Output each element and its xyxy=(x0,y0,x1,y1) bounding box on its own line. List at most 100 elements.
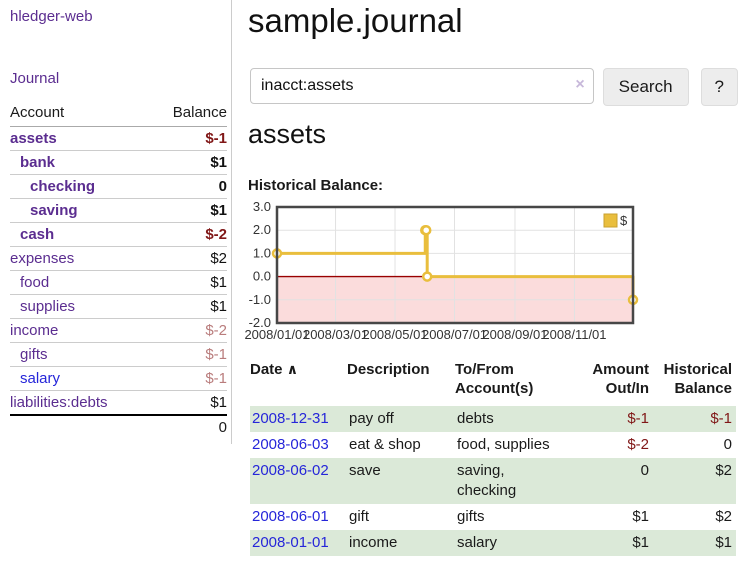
account-row: gifts $-1 xyxy=(10,342,227,367)
transaction-date-link[interactable]: 2008-06-01 xyxy=(252,508,329,525)
transaction-date-link[interactable]: 2008-12-31 xyxy=(252,410,329,427)
account-link[interactable]: expenses xyxy=(10,250,75,267)
register-balance-cell: $1 xyxy=(715,534,732,551)
legend-label: $ xyxy=(620,213,628,228)
search-input[interactable] xyxy=(250,68,594,104)
account-link[interactable]: income xyxy=(10,322,59,339)
y-tick-label: 3.0 xyxy=(253,200,271,214)
account-link[interactable]: checking xyxy=(30,178,96,195)
account-link[interactable]: supplies xyxy=(20,298,76,315)
account-section-title: assets xyxy=(248,119,327,149)
y-tick-label: -2.0 xyxy=(249,315,271,330)
account-balance: $1 xyxy=(149,390,227,416)
register-accounts-cell: food, supplies xyxy=(457,436,550,453)
account-balance: 0 xyxy=(149,174,227,199)
accounts-total-row: 0 xyxy=(10,414,227,439)
register-table: Date ∧ Description To/From Account(s) Am… xyxy=(250,358,736,556)
account-row: salary $-1 xyxy=(10,366,227,391)
accounts-header-balance: Balance xyxy=(149,100,227,127)
x-tick-label: 2008/09/01 xyxy=(482,327,547,342)
sidebar-item-journal[interactable]: Journal xyxy=(10,70,60,87)
register-balance-cell: 0 xyxy=(723,436,732,453)
register-header-amount: Amount Out/In xyxy=(592,361,649,397)
register-header-row: Date ∧ Description To/From Account(s) Am… xyxy=(250,358,736,406)
total-spacer xyxy=(10,414,150,439)
accounts-total-balance: 0 xyxy=(149,414,227,439)
account-row: liabilities:debts $1 xyxy=(10,390,227,416)
account-balance: $2 xyxy=(149,246,227,271)
register-row: 2008-06-01 gift gifts $1 $2 xyxy=(250,504,736,530)
clear-search-icon[interactable]: × xyxy=(575,76,585,93)
app-brand-link[interactable]: hledger-web xyxy=(10,8,93,25)
register-balance-cell: $-1 xyxy=(710,410,732,427)
register-description-cell: gift xyxy=(349,508,370,525)
account-row: cash $-2 xyxy=(10,222,227,247)
balance-chart-svg: $3.0 2.0 1.0 0.0 -1.0 -2.02008/01/012008/03/0… xyxy=(244,199,639,342)
page-title: sample.journal xyxy=(248,2,463,39)
register-amount-cell: 0 xyxy=(640,462,649,479)
account-link[interactable]: salary xyxy=(20,370,61,387)
historical-balance-chart: $3.0 2.0 1.0 0.0 -1.0 -2.0 2008/01/01 2008/03/0… xyxy=(238,199,742,352)
register-amount-cell: $1 xyxy=(632,534,649,551)
transaction-date-link[interactable]: 2008-06-03 xyxy=(252,436,329,453)
accounts-header-row: Account Balance xyxy=(10,100,227,127)
register-header-accounts: To/From Account(s) xyxy=(455,361,534,397)
register-accounts-cell: gifts xyxy=(457,508,485,525)
register-balance-cell: $2 xyxy=(715,462,732,479)
account-balance: $1 xyxy=(149,270,227,295)
sidebar: hledger-web Journal Account Balance asse… xyxy=(0,0,232,444)
register-accounts-cell: salary xyxy=(457,534,498,551)
register-description-cell: save xyxy=(349,462,381,479)
account-link[interactable]: liabilities:debts xyxy=(10,394,108,411)
account-link[interactable]: gifts xyxy=(20,346,48,363)
register-accounts-cell: saving, checking xyxy=(457,462,517,499)
register-date-cell: 2008-06-02 xyxy=(250,458,347,504)
search-button[interactable]: Search xyxy=(602,68,689,106)
y-tick-label: 0.0 xyxy=(253,269,271,284)
register-amount-cell: $-1 xyxy=(627,410,649,427)
register-date-cell: 2008-01-01 xyxy=(250,530,347,556)
register-header-date: Date ∧ xyxy=(250,361,299,378)
account-link[interactable]: bank xyxy=(20,154,56,171)
register-description-cell: income xyxy=(349,534,398,551)
account-row: food $1 xyxy=(10,270,227,295)
account-row: checking 0 xyxy=(10,174,227,199)
legend-swatch xyxy=(603,213,618,228)
account-balance: $-1 xyxy=(149,342,227,367)
sort-asc-icon: ∧ xyxy=(286,361,299,377)
x-tick-label: 2008/07/01 xyxy=(422,327,487,342)
main-content: sample.journal × Search ? assets Histori… xyxy=(244,0,742,582)
account-balance: $1 xyxy=(149,294,227,319)
account-balance: $-2 xyxy=(149,222,227,247)
register-header-balance: Historical Balance xyxy=(663,361,732,397)
account-link[interactable]: food xyxy=(20,274,50,291)
help-button[interactable]: ? xyxy=(700,68,738,106)
account-row: bank $1 xyxy=(10,150,227,175)
chart-title: Historical Balance: xyxy=(248,177,384,194)
account-row: income $-2 xyxy=(10,318,227,343)
account-link[interactable]: saving xyxy=(30,202,78,219)
account-row: expenses $2 xyxy=(10,246,227,271)
account-row: supplies $1 xyxy=(10,294,227,319)
register-row: 2008-06-03 eat & shop food, supplies $-2 0 xyxy=(250,432,736,458)
x-tick-label: 2008/01/01 xyxy=(244,327,309,342)
account-row: saving $1 xyxy=(10,198,227,223)
register-amount-cell: $-2 xyxy=(627,436,649,453)
account-link[interactable]: cash xyxy=(20,226,55,243)
register-description-cell: eat & shop xyxy=(349,436,421,453)
accounts-header-account: Account xyxy=(10,100,150,127)
transaction-date-link[interactable]: 2008-01-01 xyxy=(252,534,329,551)
register-date-cell: 2008-06-03 xyxy=(250,432,347,458)
y-tick-label: 2.0 xyxy=(253,222,271,237)
register-row: 2008-06-02 save saving, checking 0 $2 xyxy=(250,458,736,504)
register-balance-cell: $2 xyxy=(715,508,732,525)
account-link[interactable]: assets xyxy=(10,130,57,147)
transaction-date-link[interactable]: 2008-06-02 xyxy=(252,462,329,479)
search-form: × Search ? xyxy=(250,68,738,106)
register-date-cell: 2008-12-31 xyxy=(250,406,347,432)
account-balance: $1 xyxy=(149,150,227,175)
x-tick-label: 2008/11/01 xyxy=(542,327,606,342)
register-date-cell: 2008-06-01 xyxy=(250,504,347,530)
y-tick-label: -1.0 xyxy=(249,292,271,307)
account-balance: $1 xyxy=(149,198,227,223)
